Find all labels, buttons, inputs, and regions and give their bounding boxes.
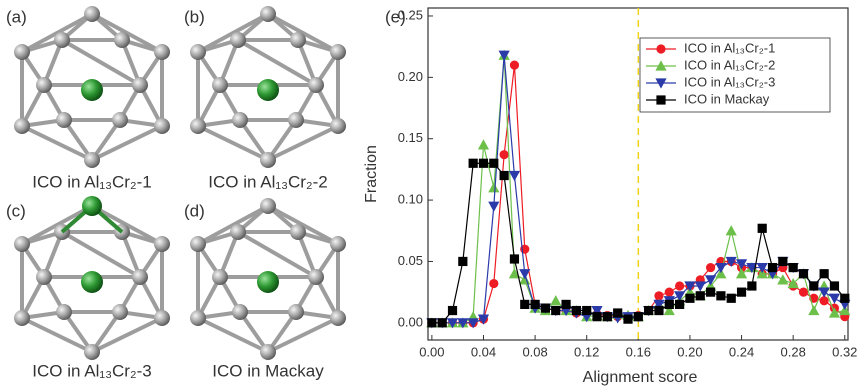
marker — [726, 225, 737, 235]
marker — [510, 254, 519, 263]
icosahedron — [14, 6, 170, 168]
icosahedron — [14, 198, 170, 360]
marker — [458, 257, 467, 266]
marker — [479, 159, 488, 168]
green-vertex — [62, 196, 122, 232]
marker — [438, 318, 447, 327]
panel-label: (d) — [184, 201, 205, 220]
y-tick-label: 0.15 — [398, 130, 423, 145]
x-axis-label: Alignment score — [583, 369, 698, 386]
marker — [603, 312, 612, 321]
marker — [789, 263, 798, 272]
y-tick-label: 0.25 — [398, 7, 423, 22]
panel-caption: ICO in Al₁₃Cr₂-2 — [208, 172, 327, 191]
marker — [623, 315, 632, 324]
x-tick-label: 0.00 — [419, 344, 444, 359]
x-tick-label: 0.32 — [832, 344, 857, 359]
marker — [448, 306, 457, 315]
marker — [489, 279, 498, 288]
x-tick-label: 0.08 — [522, 344, 547, 359]
x-tick-label: 0.20 — [677, 344, 702, 359]
marker — [685, 294, 694, 303]
marker — [705, 275, 716, 285]
marker — [675, 300, 684, 309]
marker — [551, 306, 560, 315]
marker — [747, 281, 756, 290]
marker — [582, 306, 591, 315]
legend-label: ICO in Mackay — [684, 91, 770, 106]
y-tick-label: 0.00 — [398, 314, 423, 329]
marker — [572, 306, 581, 315]
x-tick-label: 0.24 — [729, 344, 754, 359]
legend-marker — [656, 95, 665, 104]
marker — [510, 60, 519, 69]
marker — [592, 312, 601, 321]
marker — [488, 202, 499, 212]
icosahedron — [190, 198, 346, 360]
y-tick-label: 0.20 — [398, 69, 423, 84]
marker — [469, 159, 478, 168]
legend-marker — [656, 44, 665, 53]
panel-label: (b) — [184, 7, 205, 26]
marker — [644, 306, 653, 315]
marker — [716, 291, 725, 300]
marker — [500, 171, 509, 180]
marker — [541, 303, 550, 312]
structure-panels: (a) (b) (c) (d) ICO in Al₁₃Cr₂-1 ICO in … — [6, 6, 346, 380]
marker — [665, 288, 674, 297]
panel-label: (c) — [6, 201, 26, 220]
figure: (a) (b) (c) (d) ICO in Al₁₃Cr₂-1 ICO in … — [0, 0, 867, 387]
marker — [654, 306, 663, 315]
marker — [809, 281, 818, 290]
marker — [478, 139, 489, 149]
x-tick-label: 0.28 — [781, 344, 806, 359]
marker — [830, 281, 839, 290]
marker — [820, 269, 829, 278]
marker — [778, 257, 787, 266]
y-axis-label: Fraction — [363, 145, 380, 203]
marker — [520, 300, 529, 309]
marker — [550, 295, 561, 305]
panel-caption: ICO in Al₁₃Cr₂-3 — [32, 361, 151, 380]
marker — [613, 308, 622, 317]
marker — [561, 300, 570, 309]
marker — [500, 150, 509, 159]
legend-label: ICO in Al₁₃Cr₂-3 — [684, 74, 775, 89]
marker — [489, 159, 498, 168]
marker — [665, 300, 674, 309]
y-tick-label: 0.10 — [398, 192, 423, 207]
marker — [634, 312, 643, 321]
icosahedron — [190, 6, 346, 168]
x-tick-label: 0.04 — [471, 344, 496, 359]
marker — [488, 182, 499, 192]
marker — [696, 291, 705, 300]
marker — [675, 281, 684, 290]
panel-caption: ICO in Mackay — [212, 361, 324, 380]
y-tick-label: 0.05 — [398, 253, 423, 268]
marker — [799, 269, 808, 278]
legend-label: ICO in Al₁₃Cr₂-1 — [684, 40, 775, 55]
legend-label: ICO in Al₁₃Cr₂-2 — [684, 57, 775, 72]
marker — [768, 263, 777, 272]
marker — [427, 318, 436, 327]
marker — [706, 288, 715, 297]
panel-label: (a) — [6, 7, 27, 26]
marker — [530, 300, 539, 309]
marker — [840, 294, 849, 303]
x-tick-label: 0.16 — [626, 344, 651, 359]
marker — [758, 224, 767, 233]
marker — [808, 305, 819, 315]
marker — [799, 288, 808, 297]
panel-caption: ICO in Al₁₃Cr₂-1 — [32, 172, 151, 191]
marker — [706, 263, 715, 272]
x-tick-label: 0.12 — [574, 344, 599, 359]
marker — [737, 288, 746, 297]
marker — [727, 294, 736, 303]
